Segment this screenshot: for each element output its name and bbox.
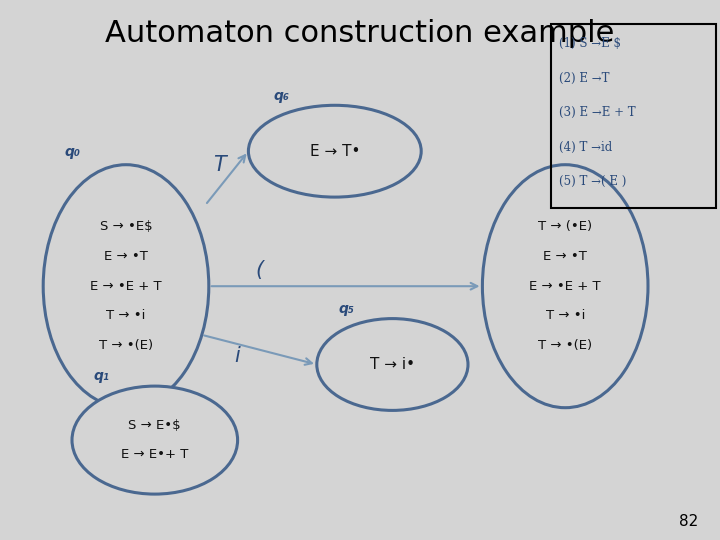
Text: T → (•E): T → (•E)	[538, 220, 593, 233]
Text: E → •E + T: E → •E + T	[90, 280, 162, 293]
Text: q₀: q₀	[65, 145, 81, 159]
Text: q₁: q₁	[94, 369, 109, 383]
Ellipse shape	[43, 165, 209, 408]
Text: E → •T: E → •T	[544, 250, 587, 263]
Text: (4) T →id: (4) T →id	[559, 141, 613, 154]
Text: q₅: q₅	[338, 302, 354, 316]
Text: E → •T: E → •T	[104, 250, 148, 263]
Text: (: (	[255, 260, 264, 280]
Text: T → •i: T → •i	[546, 309, 585, 322]
Text: (3) E →E + T: (3) E →E + T	[559, 106, 636, 119]
Text: i: i	[235, 346, 240, 367]
Text: T → •i: T → •i	[107, 309, 145, 322]
Text: T → •(E): T → •(E)	[538, 339, 593, 352]
Text: q₆: q₆	[274, 89, 289, 103]
Ellipse shape	[317, 319, 468, 410]
Ellipse shape	[72, 386, 238, 494]
Text: (1) S →E $: (1) S →E $	[559, 37, 621, 50]
Text: Automaton construction example: Automaton construction example	[105, 19, 615, 48]
Text: E: E	[105, 387, 118, 407]
Bar	[551, 24, 716, 208]
Text: S → •E$: S → •E$	[99, 220, 153, 233]
Text: E → E•+ T: E → E•+ T	[121, 448, 189, 462]
Text: (2) E →T: (2) E →T	[559, 71, 610, 84]
Text: 82: 82	[679, 514, 698, 529]
Text: S → E•$: S → E•$	[128, 418, 181, 432]
Text: E → •E + T: E → •E + T	[529, 280, 601, 293]
Ellipse shape	[482, 165, 648, 408]
Text: E → T•: E → T•	[310, 144, 360, 159]
Text: (5) T →( E ): (5) T →( E )	[559, 176, 627, 188]
Text: T: T	[213, 154, 226, 175]
Text: T → •(E): T → •(E)	[99, 339, 153, 352]
Ellipse shape	[248, 105, 421, 197]
Text: T → i•: T → i•	[370, 357, 415, 372]
